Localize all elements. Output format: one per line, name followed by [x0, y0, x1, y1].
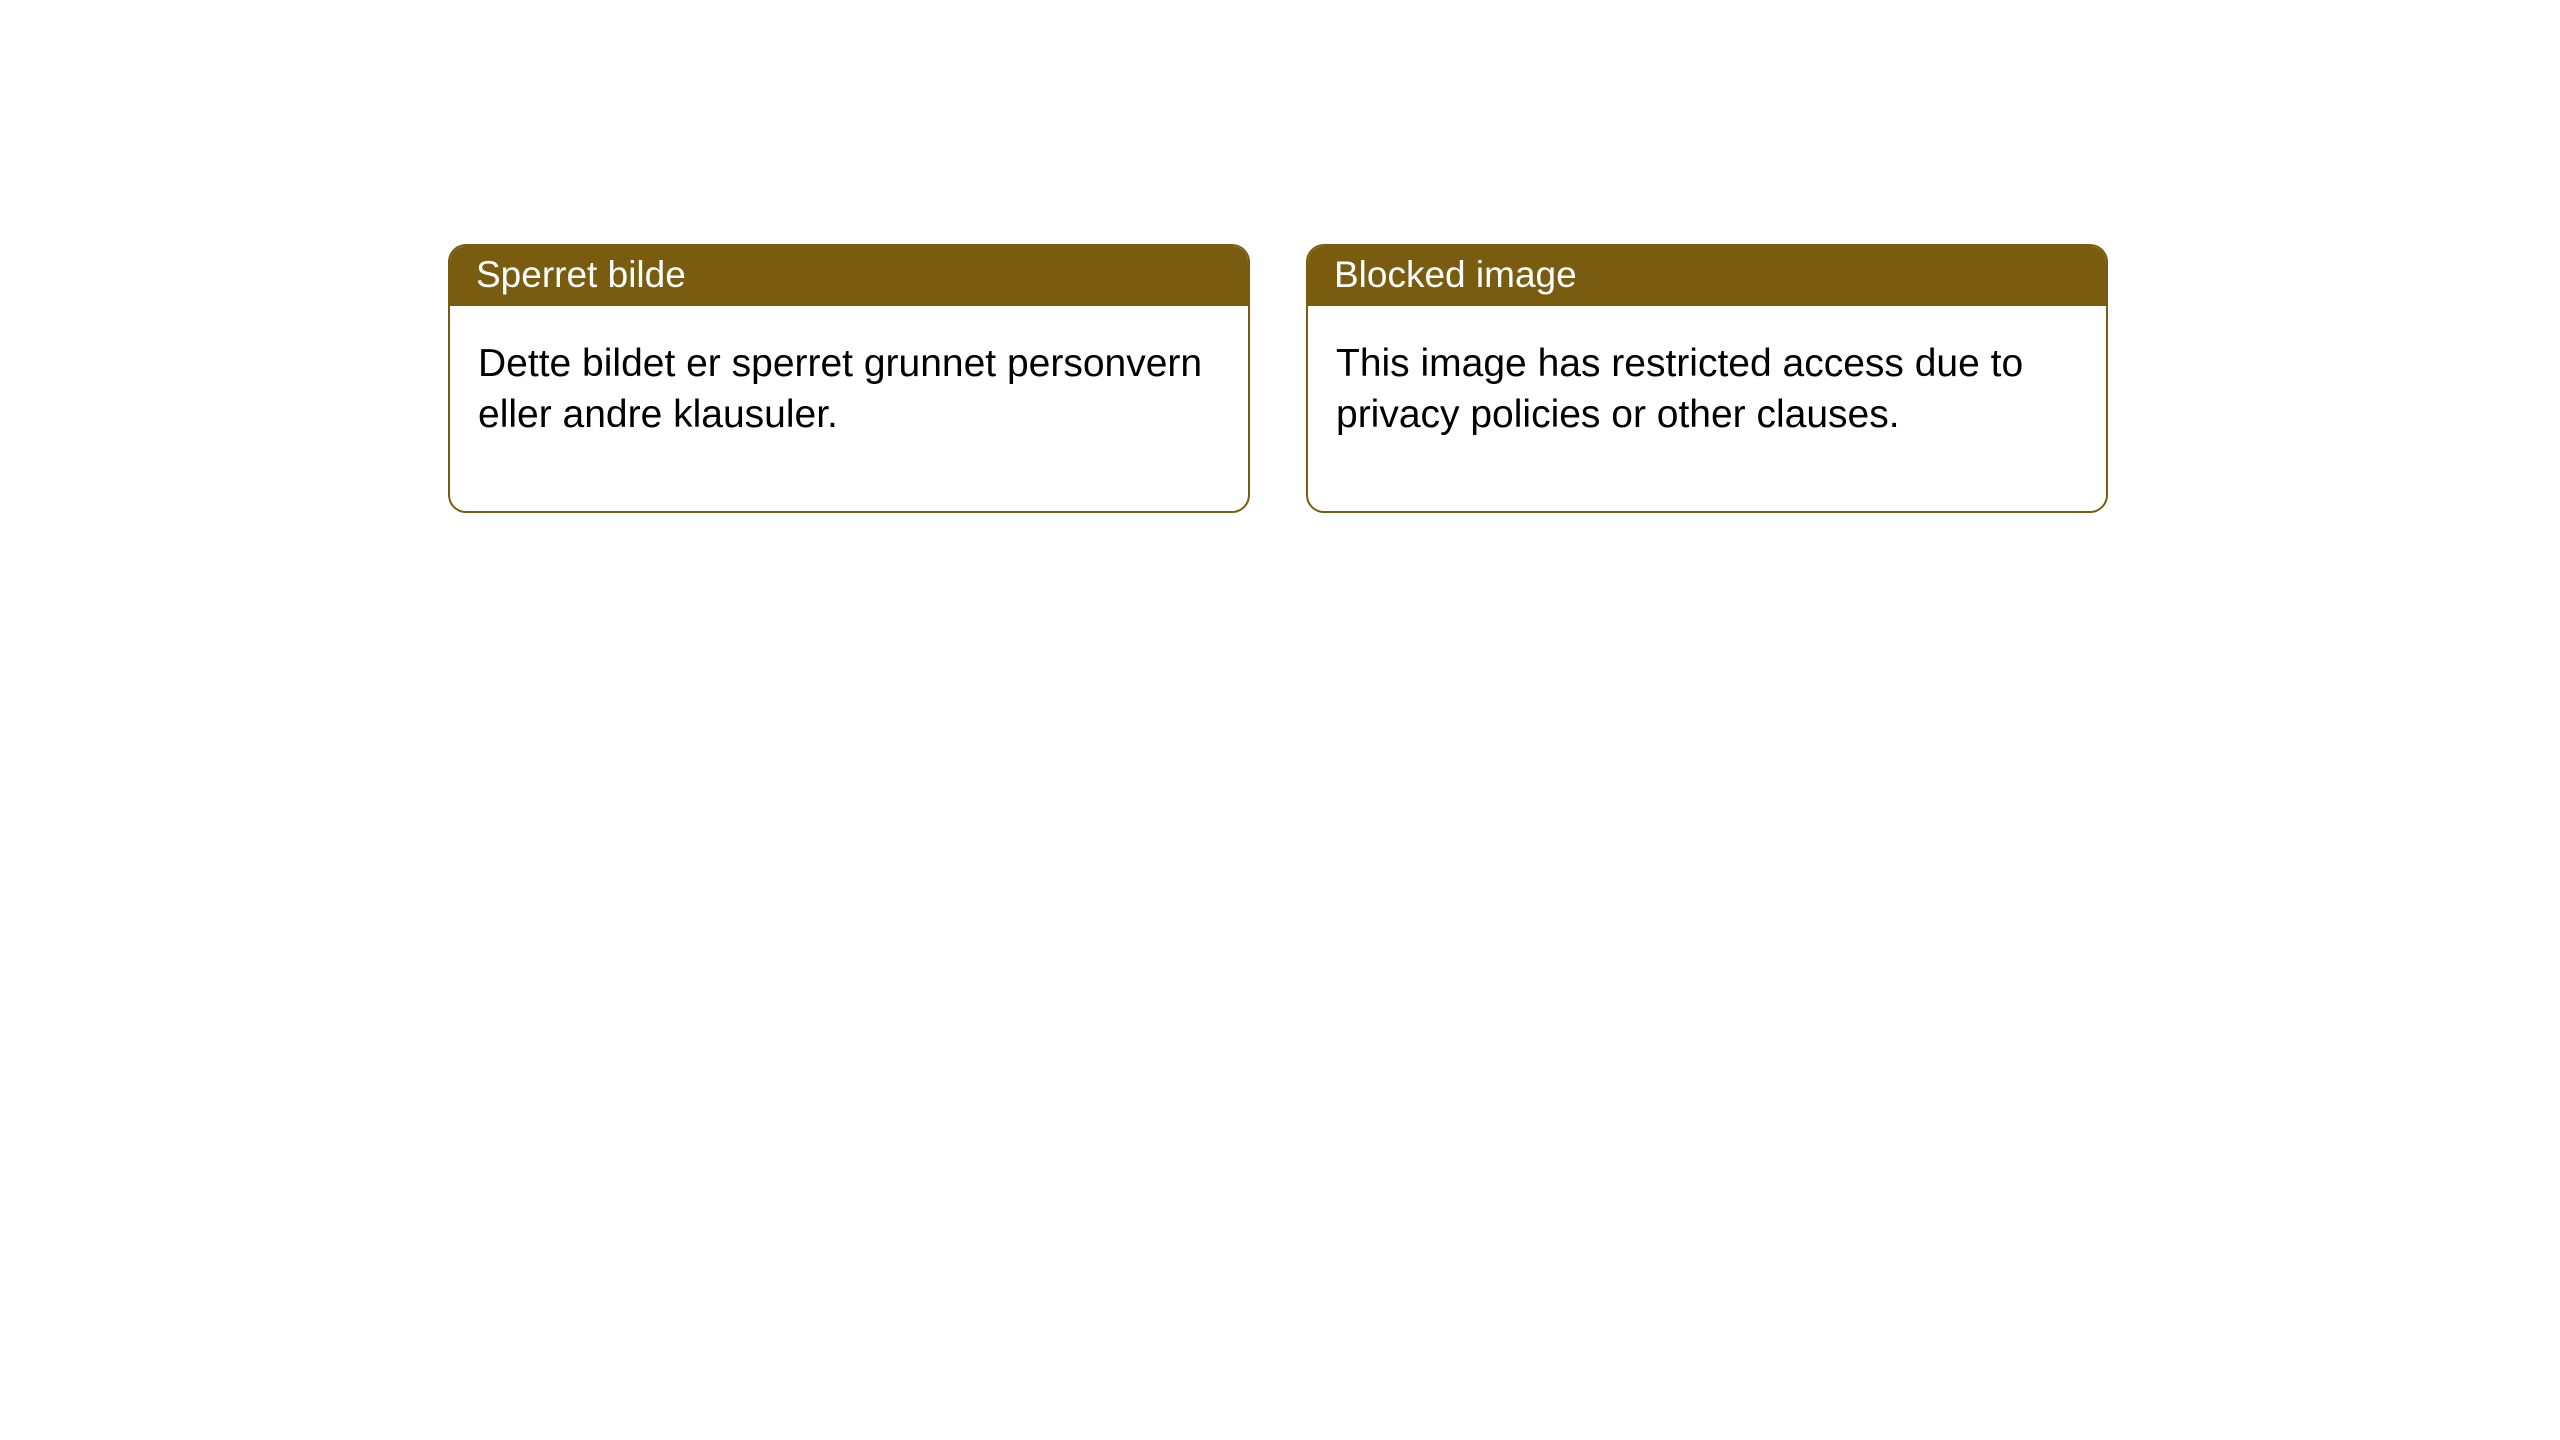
notice-card-english: Blocked image This image has restricted …: [1306, 244, 2108, 513]
notice-container: Sperret bilde Dette bildet er sperret gr…: [0, 0, 2560, 513]
notice-title: Blocked image: [1308, 246, 2106, 306]
notice-title: Sperret bilde: [450, 246, 1248, 306]
notice-body: Dette bildet er sperret grunnet personve…: [450, 306, 1248, 511]
notice-card-norwegian: Sperret bilde Dette bildet er sperret gr…: [448, 244, 1250, 513]
notice-body: This image has restricted access due to …: [1308, 306, 2106, 511]
